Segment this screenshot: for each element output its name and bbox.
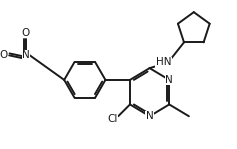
Text: N: N [22,50,30,60]
Text: N: N [146,111,154,121]
Text: O: O [22,28,30,38]
Text: N: N [165,75,173,85]
Text: Cl: Cl [107,114,118,124]
Text: HN: HN [156,57,171,67]
Text: O: O [0,50,7,60]
